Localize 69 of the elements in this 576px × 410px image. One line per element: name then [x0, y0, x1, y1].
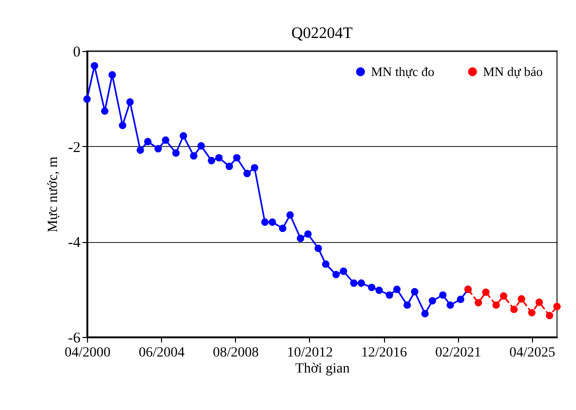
point: [482, 288, 490, 296]
point: [90, 62, 98, 70]
point: [518, 295, 526, 303]
legend-label: MN dự báo: [483, 64, 543, 79]
point: [250, 164, 258, 172]
y-tick-label: 0: [73, 44, 80, 60]
point: [286, 211, 294, 219]
point: [439, 291, 447, 299]
point: [180, 132, 188, 140]
point: [322, 260, 330, 268]
point: [536, 298, 543, 306]
point: [172, 149, 180, 157]
point: [162, 136, 170, 144]
point: [446, 301, 454, 309]
point: [340, 268, 348, 275]
point: [197, 142, 205, 150]
point: [350, 279, 358, 287]
x-tick-label: 10/2012: [286, 346, 333, 360]
x-tick-label: 06/2004: [138, 346, 185, 360]
y-tick-label: -6: [68, 330, 81, 346]
point: [108, 71, 116, 79]
point: [226, 162, 234, 170]
point: [261, 218, 269, 226]
point: [456, 296, 464, 304]
point: [546, 312, 554, 320]
point: [386, 291, 394, 299]
point: [208, 156, 216, 164]
point: [243, 170, 251, 178]
x-axis-title: Thời gian: [295, 362, 350, 376]
x-tick-label: 02/2021: [435, 346, 482, 360]
point: [375, 286, 383, 294]
x-tick-label: 08/2008: [212, 346, 259, 360]
point: [118, 122, 126, 130]
point: [154, 145, 162, 152]
x-tick-label: 04/2000: [64, 346, 110, 360]
point: [278, 224, 286, 232]
point: [332, 270, 340, 278]
point: [144, 138, 152, 146]
point: [492, 301, 500, 309]
point: [101, 107, 108, 115]
point: [296, 234, 304, 242]
point: [190, 152, 198, 160]
x-tick-label: 04/2025: [509, 346, 556, 360]
point: [215, 154, 223, 162]
point: [233, 154, 240, 162]
legend-label: MN thực đo: [371, 64, 434, 79]
point: [83, 95, 91, 103]
point: [126, 98, 134, 106]
point: [404, 301, 411, 309]
point: [368, 284, 376, 292]
point: [510, 306, 518, 314]
point: [410, 288, 418, 296]
point: [553, 302, 561, 310]
point: [421, 310, 429, 318]
point: [314, 244, 322, 252]
point: [358, 279, 365, 287]
point: [428, 297, 436, 304]
y-tick-label: -2: [68, 140, 80, 156]
point: [500, 292, 508, 300]
y-axis-title: Mực nước, m: [46, 156, 62, 232]
point: [393, 286, 401, 294]
point: [304, 230, 312, 238]
chart-title: Q02204T: [291, 25, 353, 42]
y-tick-label: -4: [68, 235, 81, 252]
x-tick-label: 12/2016: [361, 346, 407, 360]
point: [528, 308, 536, 316]
point: [474, 298, 482, 306]
point: [136, 146, 144, 154]
point: [268, 218, 276, 226]
